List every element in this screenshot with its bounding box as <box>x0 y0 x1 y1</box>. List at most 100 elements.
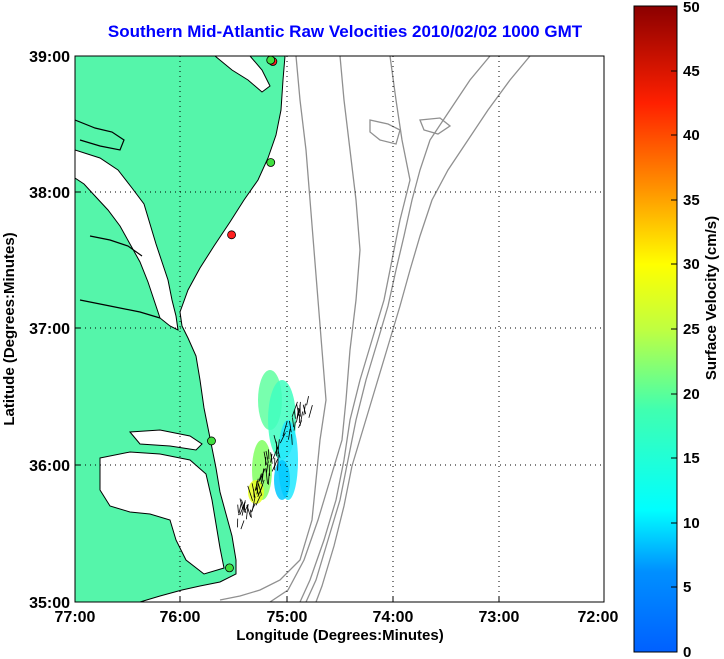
velocity-vector <box>255 495 261 506</box>
colorbar-tick-label: 25 <box>683 321 700 338</box>
velocity-vector <box>308 405 313 418</box>
velocity-vector <box>253 489 255 498</box>
velocity-vector <box>250 503 256 513</box>
y-tick-label: 35:00 <box>29 595 70 612</box>
velocity-vector <box>295 408 300 423</box>
map-grid <box>75 56 604 602</box>
velocity-vector <box>288 428 291 440</box>
velocity-vector <box>291 434 293 445</box>
map-frame <box>74 55 605 603</box>
james-river <box>79 299 161 319</box>
velocity-vector <box>292 417 295 428</box>
colorbar-tick-label: 40 <box>683 127 700 144</box>
velocity-vector <box>260 473 264 485</box>
velocity-vector <box>245 504 249 520</box>
velocity-vector <box>265 451 269 463</box>
x-tick-label: 75:00 <box>267 609 308 626</box>
y-tick-label: 38:00 <box>29 185 70 202</box>
velocity-vector <box>271 458 279 472</box>
y-tick-labels: 35:00 36:00 37:00 38:00 39:00 <box>29 49 70 612</box>
velocity-vector <box>259 468 266 481</box>
colorbar-tick-label: 50 <box>683 0 700 16</box>
velocity-vector <box>247 485 253 501</box>
colorbar-tick-labels: 0 5 10 15 20 25 30 35 40 45 50 <box>683 0 700 659</box>
station-marker <box>207 436 216 446</box>
axis-ticks <box>75 191 500 602</box>
bathymetry-contours <box>219 56 531 602</box>
colorbar-tick-label: 10 <box>683 515 700 532</box>
colorbar <box>633 5 678 653</box>
colorbar-tick-label: 5 <box>683 579 691 596</box>
velocity-vector <box>302 404 307 415</box>
colorbar-tick-label: 20 <box>683 386 700 403</box>
x-tick-label: 73:00 <box>479 609 520 626</box>
velocity-vector <box>293 410 296 419</box>
colorbar-ticks <box>671 70 677 588</box>
station-marker <box>227 230 236 240</box>
station-marker <box>225 563 234 573</box>
colorbar-tick-label: 15 <box>683 450 700 467</box>
colorbar-tick-label: 35 <box>683 192 700 209</box>
pamlico-sound <box>99 451 225 575</box>
velocity-vector <box>256 482 259 495</box>
velocity-vector <box>258 473 262 483</box>
velocity-vector <box>241 500 246 516</box>
velocity-vector <box>255 481 258 491</box>
velocity-vector <box>259 479 265 493</box>
station-markers <box>207 56 278 573</box>
velocity-vector <box>277 439 280 455</box>
x-tick-label: 76:00 <box>160 609 201 626</box>
delaware-bay <box>214 56 271 93</box>
colorbar-tick-label: 30 <box>683 256 700 273</box>
velocity-color-patch <box>274 460 290 500</box>
velocity-vector <box>258 483 263 496</box>
velocity-vector <box>277 449 281 458</box>
velocity-vector <box>263 451 267 465</box>
velocity-vector <box>238 502 242 516</box>
velocity-vector <box>267 473 270 485</box>
y-axis-label: Latitude (Degrees:Minutes) <box>1 232 18 425</box>
y-tick-label: 37:00 <box>29 321 70 338</box>
x-axis-label: Longitude (Degrees:Minutes) <box>236 627 444 644</box>
velocity-vector <box>272 446 279 460</box>
velocity-vector <box>250 509 252 518</box>
map-title: Southern Mid-Atlantic Raw Velocities 201… <box>107 22 583 41</box>
velocity-vector <box>277 454 279 471</box>
colorbar-tick-label: 45 <box>683 63 700 80</box>
chesapeake-bay <box>75 149 179 331</box>
velocity-color-patch <box>248 480 264 504</box>
velocity-vector <box>306 396 309 406</box>
velocity-vector <box>270 453 273 463</box>
velocity-vector <box>240 520 245 530</box>
velocity-vector <box>255 486 260 496</box>
x-tick-labels: 77:00 76:00 75:00 74:00 73:00 72:00 <box>55 609 619 626</box>
velocity-vector <box>298 420 303 429</box>
x-tick-label: 77:00 <box>55 609 96 626</box>
velocity-vector <box>246 505 251 518</box>
station-marker <box>266 56 276 65</box>
velocity-vector <box>291 401 298 418</box>
velocity-vector <box>265 468 268 484</box>
velocity-vector <box>266 461 269 473</box>
velocity-vector <box>237 504 239 513</box>
velocity-vector <box>282 421 288 437</box>
rappahannock-river <box>89 235 143 257</box>
velocity-vector <box>239 498 244 510</box>
y-tick-label: 39:00 <box>29 49 70 66</box>
y-tick-label: 36:00 <box>29 458 70 475</box>
x-tick-label: 72:00 <box>578 609 619 626</box>
colorbar-label: Surface Velocity (cm/s) <box>703 216 720 380</box>
x-tick-label: 74:00 <box>373 609 414 626</box>
station-marker <box>266 158 276 167</box>
velocity-vector <box>296 403 300 416</box>
velocity-vector-field <box>237 370 313 530</box>
velocity-vector <box>268 464 271 476</box>
velocity-vector <box>279 432 286 444</box>
potomac-river <box>75 119 125 151</box>
velocity-vector <box>273 434 279 450</box>
velocity-vector <box>289 420 292 433</box>
albemarle-sound <box>128 429 203 451</box>
velocity-vector <box>293 421 296 431</box>
colorbar-tick-label: 0 <box>683 644 691 659</box>
